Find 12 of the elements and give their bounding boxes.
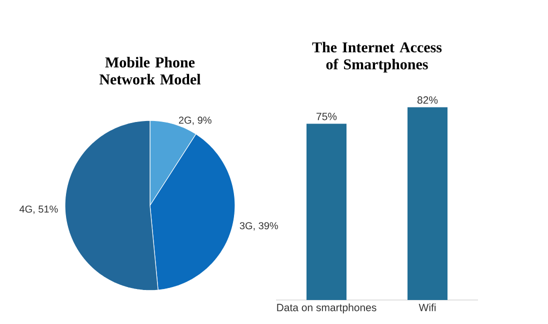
data-label: , 51%: [33, 206, 58, 214]
chart-title: The Internet Access of Smartphones: [312, 42, 442, 72]
data-label: 75%: [316, 112, 337, 120]
x-tick-label: Wifi: [418, 304, 436, 312]
data-label: 82%: [417, 96, 438, 104]
x-tick-label: Data on smartphones: [277, 304, 376, 314]
slice-label: 3G: [240, 222, 252, 230]
data-label: , 39%: [254, 222, 278, 230]
slice-label: 4G: [19, 206, 32, 213]
slice-label: 2G: [178, 116, 192, 124]
data-label: , 9%: [192, 116, 212, 125]
chart-title: Mobile Phone Network Model: [99, 56, 201, 84]
